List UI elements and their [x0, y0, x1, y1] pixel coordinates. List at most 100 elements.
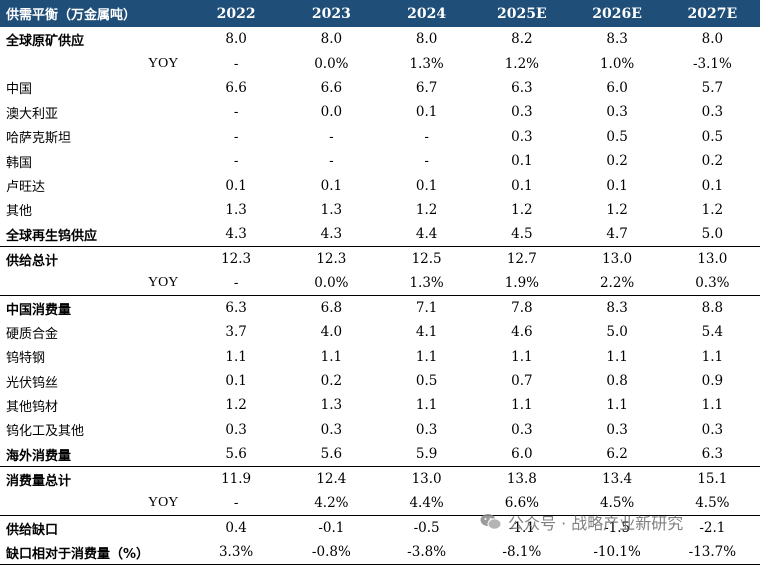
- table-cell: -: [233, 153, 239, 170]
- table-cell: 12.7: [474, 246, 570, 272]
- table-cell: 1.1: [701, 348, 724, 365]
- table-cell: 4.0: [320, 324, 343, 341]
- table-cell: 4.7: [606, 226, 628, 243]
- row-label: 钨化工及其他: [6, 424, 85, 440]
- table-cell: 0.3: [511, 421, 533, 438]
- header-cell: 供需平衡（万金属吨）: [0, 0, 189, 27]
- table-cell: -0.5: [378, 515, 475, 541]
- table-cell: 13.0: [569, 246, 665, 272]
- table-cell: 5.0: [606, 324, 628, 341]
- table-cell: 4.3: [225, 226, 247, 243]
- row-label: 哈萨克斯坦: [6, 131, 72, 147]
- table-row: 澳大利亚 - 0.0 0.1 0.3 0.3 0.3: [0, 100, 760, 124]
- table-row: YOY - 0.0% 1.3% 1.9% 2.2% 0.3%: [0, 271, 760, 296]
- table-cell: 8.3: [569, 295, 665, 321]
- table-cell: 0.1: [415, 177, 438, 194]
- table-cell: 6.0: [606, 79, 628, 96]
- watermark: 公众号 · 战略产业新研究: [480, 510, 683, 534]
- table-row: 中国消费量 6.3 6.8 7.1 7.8 8.3 8.8: [0, 295, 760, 321]
- table-row: YOY - 4.2% 4.4% 6.6% 4.5% 4.5%: [0, 491, 760, 516]
- table-row: 哈萨克斯坦 - - - 0.3 0.5 0.5: [0, 125, 760, 149]
- table-cell: 0.0%: [314, 55, 349, 72]
- table-cell: 0.7: [511, 373, 533, 390]
- table-cell: 12.3: [283, 246, 379, 272]
- table-cell: 0.3: [701, 104, 724, 121]
- table-cell: 1.2%: [504, 55, 540, 72]
- table-cell: 0.2: [606, 153, 628, 170]
- row-label: 消费量总计: [0, 466, 189, 492]
- table-cell: 0.3%: [695, 275, 730, 292]
- table-cell: 7.1: [378, 295, 475, 321]
- table-cell: 6.8: [283, 295, 379, 321]
- table-cell: 4.1: [415, 324, 438, 341]
- table-cell: 0.9: [701, 373, 724, 390]
- header-cell: 2024: [378, 0, 475, 27]
- table-cell: 6.6: [225, 79, 247, 96]
- table-cell: 1.1: [511, 397, 533, 414]
- table-cell: -: [233, 275, 239, 292]
- table-cell: 12.5: [378, 246, 475, 272]
- table-cell: 6.3: [188, 295, 284, 321]
- table-cell: -: [233, 128, 239, 145]
- table-cell: 1.3%: [409, 55, 444, 72]
- table-cell: 6.3: [511, 79, 533, 96]
- table-cell: -1.5: [569, 515, 665, 541]
- table-cell: 3.7: [225, 324, 247, 341]
- table-row: YOY - 0.0% 1.3% 1.2% 1.0% -3.1%: [0, 51, 760, 75]
- table-cell: -: [233, 55, 239, 72]
- table-cell: 3.3%: [188, 540, 284, 565]
- table-header-row: 供需平衡（万金属吨） 2022 2023 2024 2025E 2026E 20…: [0, 0, 760, 27]
- table-cell: 0.1: [606, 177, 628, 194]
- table-cell: 0.0: [320, 104, 343, 121]
- table-cell: 2.2%: [599, 275, 635, 292]
- table-cell: -0.1: [283, 515, 379, 541]
- table-cell: 1.3: [225, 201, 247, 218]
- table-cell: 5.4: [701, 324, 724, 341]
- table-cell: 12.3: [188, 246, 284, 272]
- table-cell: 13.0: [378, 466, 475, 492]
- table-cell: 0.3: [606, 104, 628, 121]
- table-row: 消费量总计 11.9 12.4 13.0 13.8 13.4 15.1: [0, 466, 760, 492]
- table-cell: 0.5: [701, 128, 724, 145]
- table-cell: 5.6: [320, 446, 343, 463]
- table-cell: 15.1: [664, 466, 760, 492]
- table-row: 其他钨材 1.2 1.3 1.1 1.1 1.1 1.1: [0, 393, 760, 417]
- table-cell: 13.8: [474, 466, 570, 492]
- table-cell: 6.6%: [504, 495, 540, 512]
- table-cell: 1.1: [511, 348, 533, 365]
- table-cell: -10.1%: [569, 540, 665, 565]
- table-cell: 8.2: [511, 31, 533, 48]
- table-cell: 7.8: [474, 295, 570, 321]
- table-cell: 6.3: [701, 446, 724, 463]
- table-cell: 0.5: [415, 373, 438, 390]
- table-cell: -8.1%: [474, 540, 570, 565]
- table-row: 钨特钢 1.1 1.1 1.1 1.1 1.1 1.1: [0, 345, 760, 369]
- table-cell: 5.7: [701, 79, 724, 96]
- table-cell: 13.4: [569, 466, 665, 492]
- table-cell: 0.1: [415, 104, 438, 121]
- table-cell: 8.8: [664, 295, 760, 321]
- table-cell: 1.2: [511, 201, 533, 218]
- table-cell: 6.6: [320, 79, 343, 96]
- table-cell: 0.5: [606, 128, 628, 145]
- table-cell: 1.2: [701, 201, 724, 218]
- table-cell: -13.7%: [664, 540, 760, 565]
- table-cell: 0.3: [511, 104, 533, 121]
- table-cell: 1.2: [415, 201, 438, 218]
- row-label: 全球再生钨供应: [6, 228, 98, 244]
- header-cell: 2027E: [664, 0, 760, 27]
- table-cell: -: [329, 153, 334, 170]
- table-cell: 0.1: [701, 177, 724, 194]
- table-cell: 1.1: [225, 348, 247, 365]
- row-label: 澳大利亚: [6, 106, 59, 122]
- table-row: 海外消费量 5.6 5.6 5.9 6.0 6.2 6.3: [0, 442, 760, 467]
- table-cell: 8.0: [225, 31, 247, 48]
- table-row: 光伏钨丝 0.1 0.2 0.5 0.7 0.8 0.9: [0, 369, 760, 393]
- row-label: 中国消费量: [0, 295, 189, 321]
- table-cell: -3.8%: [378, 540, 475, 565]
- table-row: 中国 6.6 6.6 6.7 6.3 6.0 5.7: [0, 76, 760, 100]
- row-label: YOY: [148, 275, 179, 291]
- table-cell: -: [424, 153, 429, 170]
- table-cell: 1.1: [415, 397, 438, 414]
